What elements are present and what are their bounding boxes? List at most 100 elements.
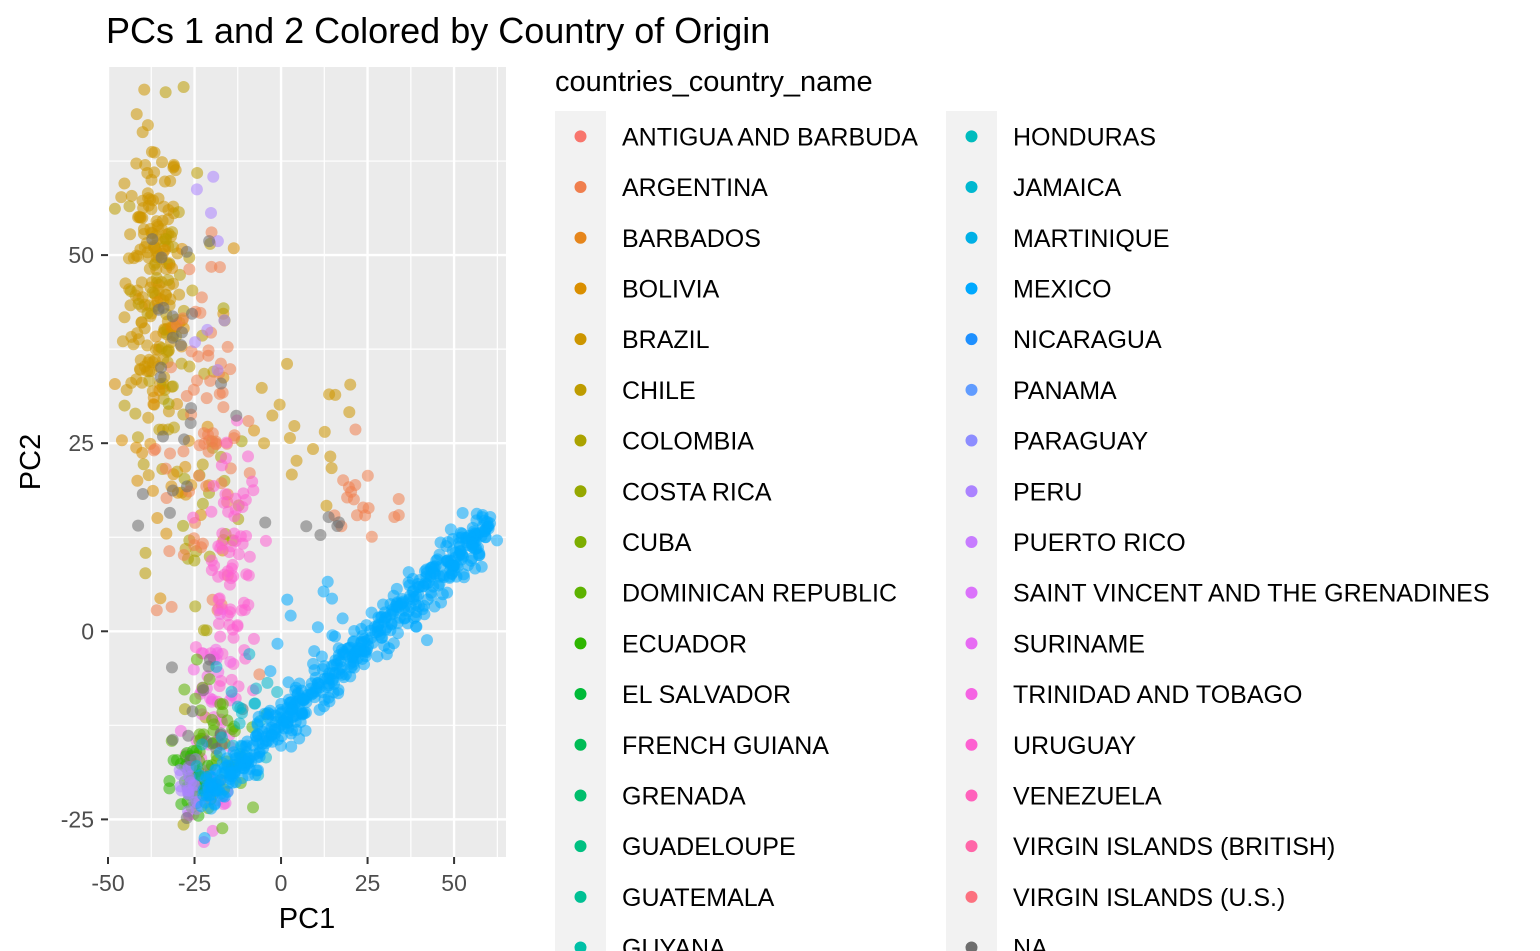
data-point [163, 506, 176, 519]
data-point [281, 593, 294, 606]
data-point [216, 706, 229, 719]
data-point [221, 340, 234, 353]
data-point [326, 592, 339, 605]
data-point [372, 611, 385, 624]
data-point [355, 645, 368, 658]
data-point [139, 546, 152, 559]
data-point [216, 386, 229, 399]
legend-label: URUGUAY [1013, 732, 1136, 760]
data-point [222, 776, 235, 789]
data-point [146, 233, 159, 246]
data-point [491, 534, 504, 547]
data-point [115, 434, 128, 447]
data-point [160, 527, 173, 540]
data-point [478, 525, 491, 538]
legend-swatch [965, 535, 978, 548]
data-point [146, 286, 159, 299]
data-point [293, 732, 306, 745]
data-point [213, 592, 226, 605]
data-point [157, 301, 170, 314]
data-point [124, 228, 137, 241]
data-point [206, 427, 219, 440]
data-point [428, 600, 441, 613]
y-axis-title: PC2 [15, 434, 47, 490]
data-point [318, 425, 331, 438]
data-point [134, 363, 147, 376]
data-point [210, 660, 223, 673]
data-point [242, 598, 255, 611]
data-point [205, 260, 218, 273]
data-point [258, 437, 271, 450]
data-point [475, 560, 488, 573]
data-point [384, 608, 397, 621]
data-point [183, 263, 196, 276]
data-point [385, 618, 398, 631]
y-tick-label: -25 [61, 806, 94, 832]
data-point [273, 398, 286, 411]
data-point [138, 83, 151, 96]
data-point [205, 206, 218, 219]
data-point [275, 729, 288, 742]
data-point [224, 767, 237, 780]
data-point [373, 628, 386, 641]
data-point [218, 568, 231, 581]
x-axis-ticks: -50 -25 0 25 50 [91, 857, 467, 896]
y-tick-label: 50 [68, 242, 94, 268]
data-point [243, 752, 256, 765]
data-point [224, 363, 237, 376]
data-point [283, 696, 296, 709]
data-point [393, 600, 406, 613]
data-point [225, 685, 238, 698]
legend-label: COLOMBIA [622, 428, 754, 456]
data-point [308, 645, 321, 658]
data-point [134, 243, 147, 256]
data-point [326, 629, 339, 642]
x-tick-label: -50 [91, 870, 124, 896]
data-point [165, 661, 178, 674]
data-point [304, 682, 317, 695]
data-point [437, 569, 450, 582]
data-point [177, 80, 190, 93]
data-point [200, 392, 213, 405]
data-point [402, 566, 415, 579]
chart-title: PCs 1 and 2 Colored by Country of Origin [106, 10, 770, 51]
data-point [164, 293, 177, 306]
data-point [457, 550, 470, 563]
data-point [143, 353, 156, 366]
data-point [155, 251, 168, 264]
legend-swatch [965, 688, 978, 701]
legend-label: ARGENTINA [622, 174, 768, 202]
data-point [412, 600, 425, 613]
data-point [180, 480, 193, 493]
data-point [195, 800, 208, 813]
legend-swatch [965, 941, 978, 951]
data-point [173, 288, 186, 301]
data-point [208, 559, 221, 572]
data-point [134, 353, 147, 366]
data-point [472, 549, 485, 562]
data-point [175, 357, 188, 370]
data-point [231, 620, 244, 633]
data-point [136, 194, 149, 207]
data-point [229, 492, 242, 505]
legend-label: GUYANA [622, 935, 726, 951]
data-point [248, 424, 261, 437]
data-point [249, 697, 262, 710]
data-point [116, 335, 129, 348]
data-point [129, 407, 142, 420]
data-point [314, 528, 327, 541]
legend-swatch [574, 890, 587, 903]
data-point [185, 345, 198, 358]
data-point [174, 780, 187, 793]
data-point [224, 655, 237, 668]
data-point [156, 430, 169, 443]
legend-swatch [574, 181, 587, 194]
data-point [196, 738, 209, 751]
data-point [348, 624, 361, 637]
data-point [214, 377, 227, 390]
data-point [189, 692, 202, 705]
data-point [178, 433, 191, 446]
legend-swatch [574, 688, 587, 701]
data-point [317, 585, 330, 598]
data-point [392, 493, 405, 506]
